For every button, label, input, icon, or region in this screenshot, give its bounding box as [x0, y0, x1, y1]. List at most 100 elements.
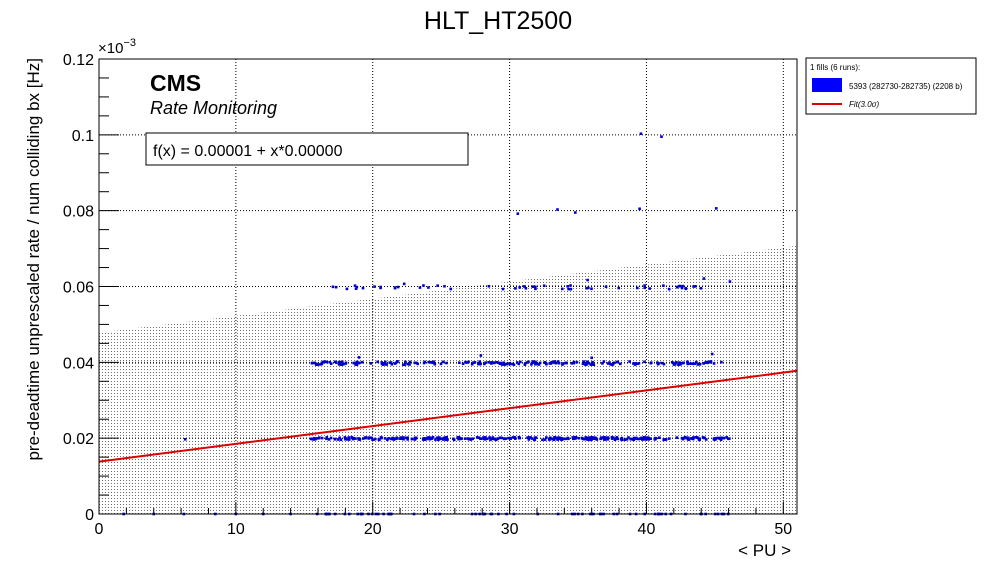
data-point — [376, 360, 379, 364]
axis-ticks — [98, 58, 784, 515]
data-point — [538, 361, 542, 365]
data-point — [649, 361, 653, 364]
data-point — [534, 436, 538, 439]
data-point — [465, 361, 469, 364]
data-point — [443, 436, 447, 439]
data-point — [329, 362, 333, 365]
data-point — [564, 437, 568, 441]
data-point — [561, 363, 564, 366]
data-point — [357, 356, 361, 359]
data-point — [312, 438, 316, 441]
data-point — [439, 437, 442, 441]
data-point — [699, 286, 703, 290]
data-point — [458, 361, 461, 364]
data-point — [587, 437, 591, 441]
data-point — [320, 436, 324, 440]
data-point — [684, 286, 687, 290]
data-point — [388, 361, 392, 364]
data-point — [385, 363, 388, 366]
data-point — [675, 436, 679, 439]
data-point — [703, 436, 706, 440]
data-point — [344, 437, 348, 440]
data-point — [695, 360, 698, 364]
data-point — [604, 438, 608, 441]
data-point — [638, 207, 641, 211]
data-point — [687, 436, 690, 440]
data-point — [617, 286, 621, 290]
data-point — [374, 437, 377, 441]
data-point — [333, 437, 337, 441]
y-tick-label: 0 — [85, 507, 94, 524]
data-point — [386, 438, 389, 442]
data-point — [525, 361, 529, 364]
data-point — [531, 361, 535, 364]
data-point — [371, 438, 374, 441]
data-point — [642, 437, 646, 441]
data-point — [477, 436, 481, 439]
data-point — [588, 436, 591, 439]
data-point — [577, 436, 581, 440]
data-point — [427, 360, 431, 364]
data-point — [348, 438, 351, 441]
data-point — [505, 362, 509, 366]
fit-formula: f(x) = 0.00001 + x*0.00000 — [153, 143, 343, 160]
data-point — [541, 438, 544, 442]
data-point — [586, 436, 589, 440]
data-point — [639, 132, 643, 135]
cms-sublabel: Rate Monitoring — [150, 98, 277, 118]
data-point — [492, 437, 496, 441]
data-point — [408, 360, 412, 364]
data-point — [675, 285, 679, 289]
data-point — [442, 437, 446, 441]
data-point — [396, 285, 400, 289]
data-point — [384, 360, 387, 364]
data-point — [606, 437, 610, 441]
data-point — [467, 437, 471, 441]
data-point — [446, 438, 449, 441]
data-point — [633, 363, 637, 366]
data-point — [593, 436, 596, 439]
data-point — [500, 363, 504, 366]
data-point — [477, 362, 480, 365]
data-point — [545, 436, 548, 439]
data-point — [422, 284, 425, 287]
data-point — [460, 437, 463, 440]
data-point — [508, 362, 511, 365]
data-point — [347, 436, 351, 439]
data-point — [643, 360, 646, 364]
data-point — [530, 437, 534, 440]
data-point — [616, 437, 619, 441]
data-point — [445, 361, 448, 365]
data-point — [679, 362, 683, 365]
data-point — [611, 362, 615, 366]
y-axis-label: pre-deadtime unprescaled rate / num coll… — [24, 58, 43, 461]
data-point — [694, 436, 698, 439]
data-point — [399, 436, 403, 439]
data-point — [492, 361, 496, 364]
data-point — [432, 360, 435, 364]
data-point — [499, 361, 502, 365]
data-point — [403, 363, 406, 367]
data-point — [483, 362, 486, 366]
data-point — [490, 361, 493, 364]
data-point — [712, 362, 716, 365]
y-tick-label: 0.12 — [63, 52, 94, 69]
data-point — [318, 436, 321, 439]
data-point — [382, 361, 385, 365]
legend-swatch-fill — [812, 78, 842, 92]
data-point — [508, 436, 512, 440]
data-point — [727, 437, 730, 441]
data-point — [603, 436, 606, 439]
y-tick-label: 0.08 — [63, 204, 94, 221]
x-tick-label: 30 — [501, 521, 519, 538]
data-point — [530, 363, 533, 366]
data-point — [430, 361, 434, 364]
data-point — [387, 437, 391, 440]
y-exponent-base: ×10 — [98, 40, 123, 57]
data-point — [571, 436, 575, 439]
data-point — [393, 286, 397, 289]
data-point — [690, 437, 693, 440]
data-point — [406, 362, 409, 366]
data-point — [584, 436, 588, 439]
